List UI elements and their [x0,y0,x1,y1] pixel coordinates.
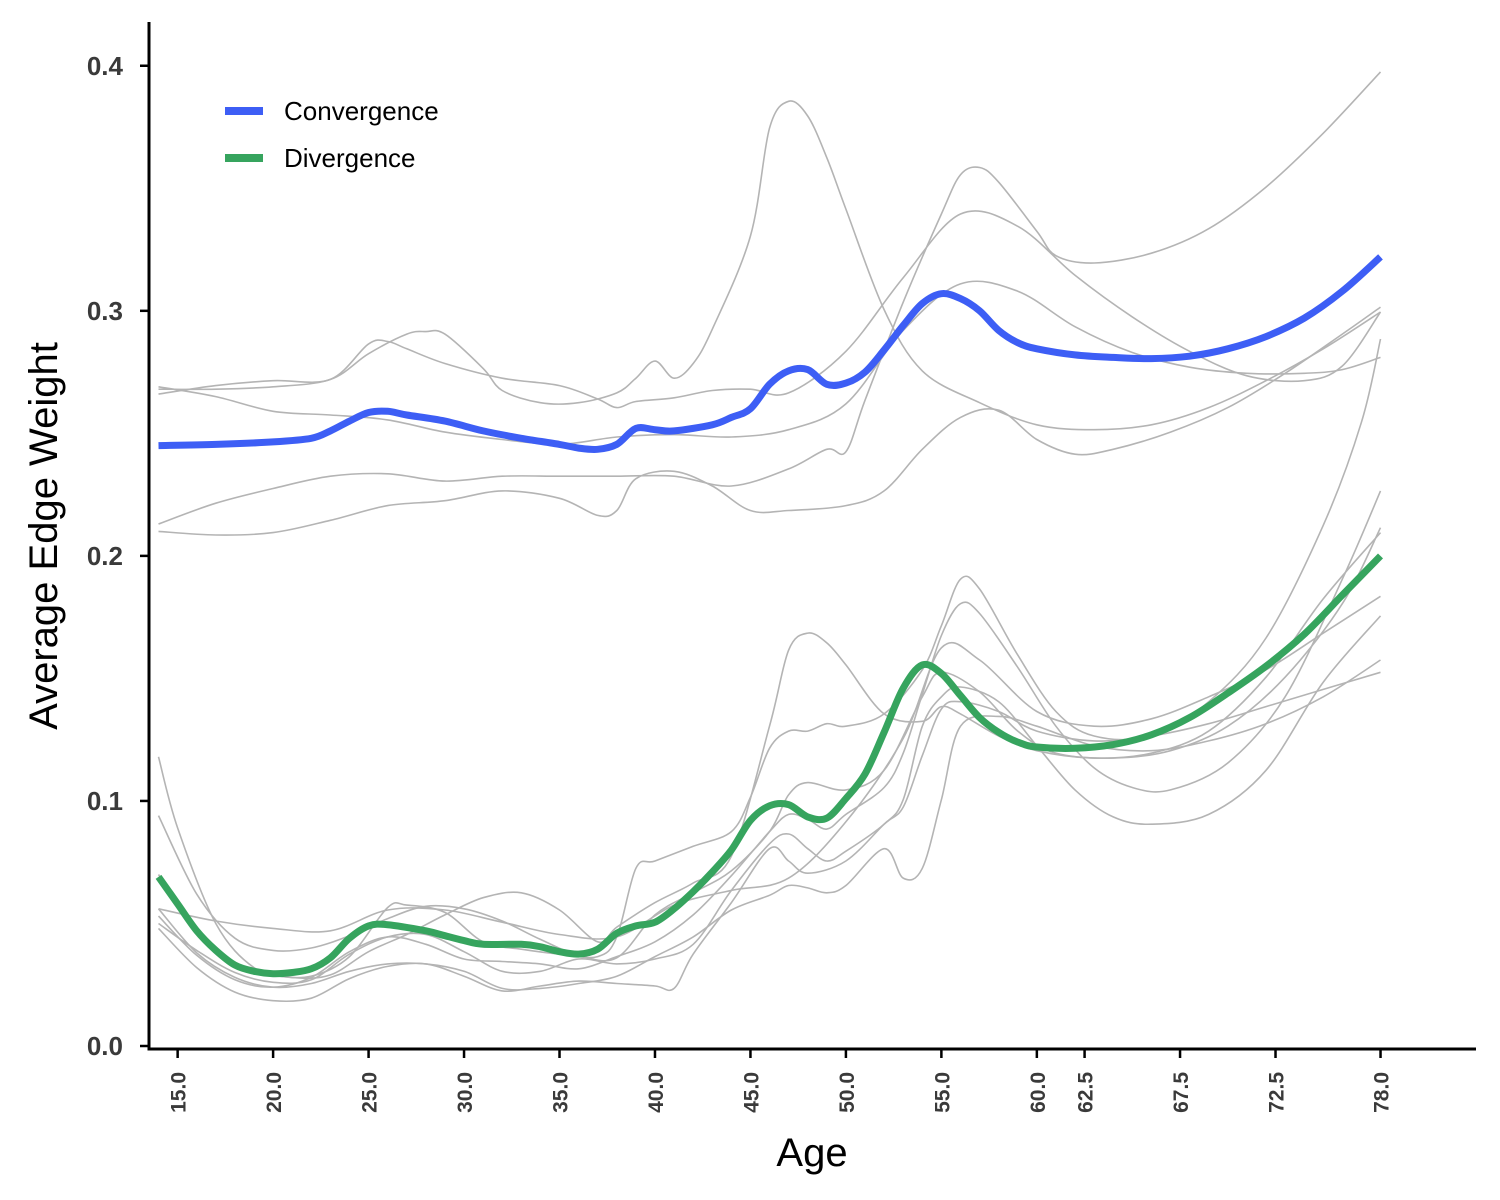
background-line-4 [158,306,1381,536]
background-line-1 [158,280,1381,446]
x-tick-label: 55.0 [931,1072,954,1113]
main-series-group [155,254,1384,978]
y-axis-ticks: 0.0 0.1 0.2 0.3 0.4 [87,51,149,1061]
y-tick-label: 0.4 [87,51,124,81]
x-tick-label: 30.0 [454,1072,477,1113]
y-tick-label: 0.2 [87,541,123,571]
background-line-11 [158,615,1382,985]
background-line-2 [158,210,1382,409]
x-tick-label: 72.5 [1266,1072,1289,1113]
x-tick-label: 40.0 [645,1072,668,1113]
y-tick-label: 0.0 [87,1031,123,1061]
series-line-convergence [158,254,1383,453]
x-tick-label: 50.0 [836,1072,859,1113]
background-line-9 [157,338,1382,979]
x-tick-label: 20.0 [263,1072,286,1113]
legend-label-convergence: Convergence [284,96,439,126]
x-tick-label: 60.0 [1027,1072,1050,1113]
x-tick-label: 62.5 [1075,1072,1098,1113]
background-line-3 [158,100,1381,431]
x-axis-title: Age [776,1131,847,1175]
x-tick-label: 35.0 [550,1072,573,1113]
background-series-group [157,71,1382,1003]
legend-label-divergence: Divergence [284,143,416,173]
x-tick-label: 78.0 [1371,1072,1394,1113]
y-tick-label: 0.3 [87,296,123,326]
y-axis-title: Average Edge Weight [22,342,66,730]
x-tick-label: 25.0 [359,1072,382,1113]
x-tick-label: 45.0 [740,1072,763,1113]
series-line-divergence [155,553,1384,978]
background-line-6 [158,595,1381,940]
background-line-10 [157,490,1382,989]
x-tick-label: 67.5 [1170,1072,1193,1113]
background-line-13 [157,671,1381,1003]
x-tick-label: 15.0 [168,1072,191,1113]
background-line-5 [158,71,1382,525]
y-tick-label: 0.1 [87,786,123,816]
x-axis-ticks: 15.0 20.0 25.0 30.0 35.0 40.0 45.0 50.0 55.0 60.0… [168,1049,1394,1113]
legend: Convergence Divergence [225,96,439,173]
background-line-8 [157,532,1382,980]
